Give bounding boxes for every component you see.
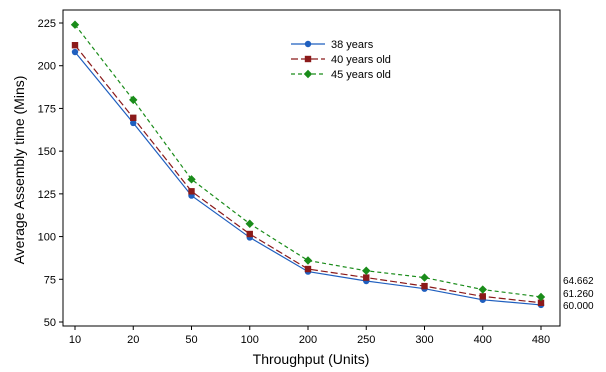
data-point [478, 285, 487, 294]
x-tick-label: 50 [185, 334, 197, 346]
x-tick-label: 100 [241, 334, 259, 346]
data-point [188, 188, 195, 195]
data-point [71, 42, 79, 49]
data-point [536, 292, 546, 302]
legend-label: 45 years old [331, 69, 391, 81]
x-tick-label: 10 [69, 334, 81, 346]
legend-marker [304, 55, 312, 63]
x-tick-label: 300 [415, 334, 433, 346]
x-tick-label: 20 [127, 334, 139, 346]
y-tick-label: 75 [44, 274, 56, 286]
end-value-label: 64.662 [563, 276, 594, 287]
y-axis: 50 75 100 125 150 175 200 225 [38, 18, 63, 329]
x-tick-label: 400 [474, 334, 492, 346]
legend-marker [304, 40, 312, 48]
data-point [537, 299, 545, 306]
x-tick-label: 480 [532, 334, 550, 346]
data-point [304, 265, 312, 273]
plot-frame [62, 9, 561, 327]
series-line [74, 44, 542, 304]
data-point [303, 256, 313, 265]
y-tick-label: 100 [38, 232, 56, 244]
x-tick-label: 250 [357, 334, 375, 346]
y-tick-label: 50 [44, 317, 56, 329]
data-point [246, 230, 253, 238]
data-point [362, 266, 371, 275]
series-layer [70, 20, 546, 309]
y-tick-label: 150 [38, 146, 56, 158]
data-point [245, 219, 254, 228]
series-3 [70, 20, 546, 302]
x-axis-title: Throughput (Units) [253, 351, 370, 367]
x-axis: 10 20 50 100 200 250 300 400 480 [69, 326, 550, 346]
end-value-label: 61.260 [563, 289, 594, 300]
legend: 38 years 40 years old 45 years old [291, 39, 391, 81]
y-tick-label: 200 [38, 61, 56, 73]
y-tick-label: 125 [38, 189, 56, 201]
data-point [129, 95, 138, 105]
data-point [187, 175, 196, 184]
data-point [130, 114, 137, 122]
series-2 [71, 42, 545, 306]
legend-marker [303, 69, 313, 79]
y-tick-label: 225 [38, 18, 56, 30]
data-point [421, 282, 428, 290]
x-tick-label: 200 [299, 334, 317, 346]
series-line [74, 24, 542, 298]
legend-label: 40 years old [331, 54, 391, 66]
data-point [70, 20, 80, 29]
data-point [479, 293, 486, 300]
data-point [420, 273, 429, 282]
end-value-label: 60.000 [563, 301, 594, 312]
data-point [363, 274, 370, 281]
y-tick-label: 175 [38, 103, 56, 115]
data-point [130, 119, 137, 127]
data-point [71, 48, 79, 56]
legend-label: 38 years [331, 39, 374, 51]
y-axis-title: Average Assembly time (Mins) [11, 76, 27, 265]
